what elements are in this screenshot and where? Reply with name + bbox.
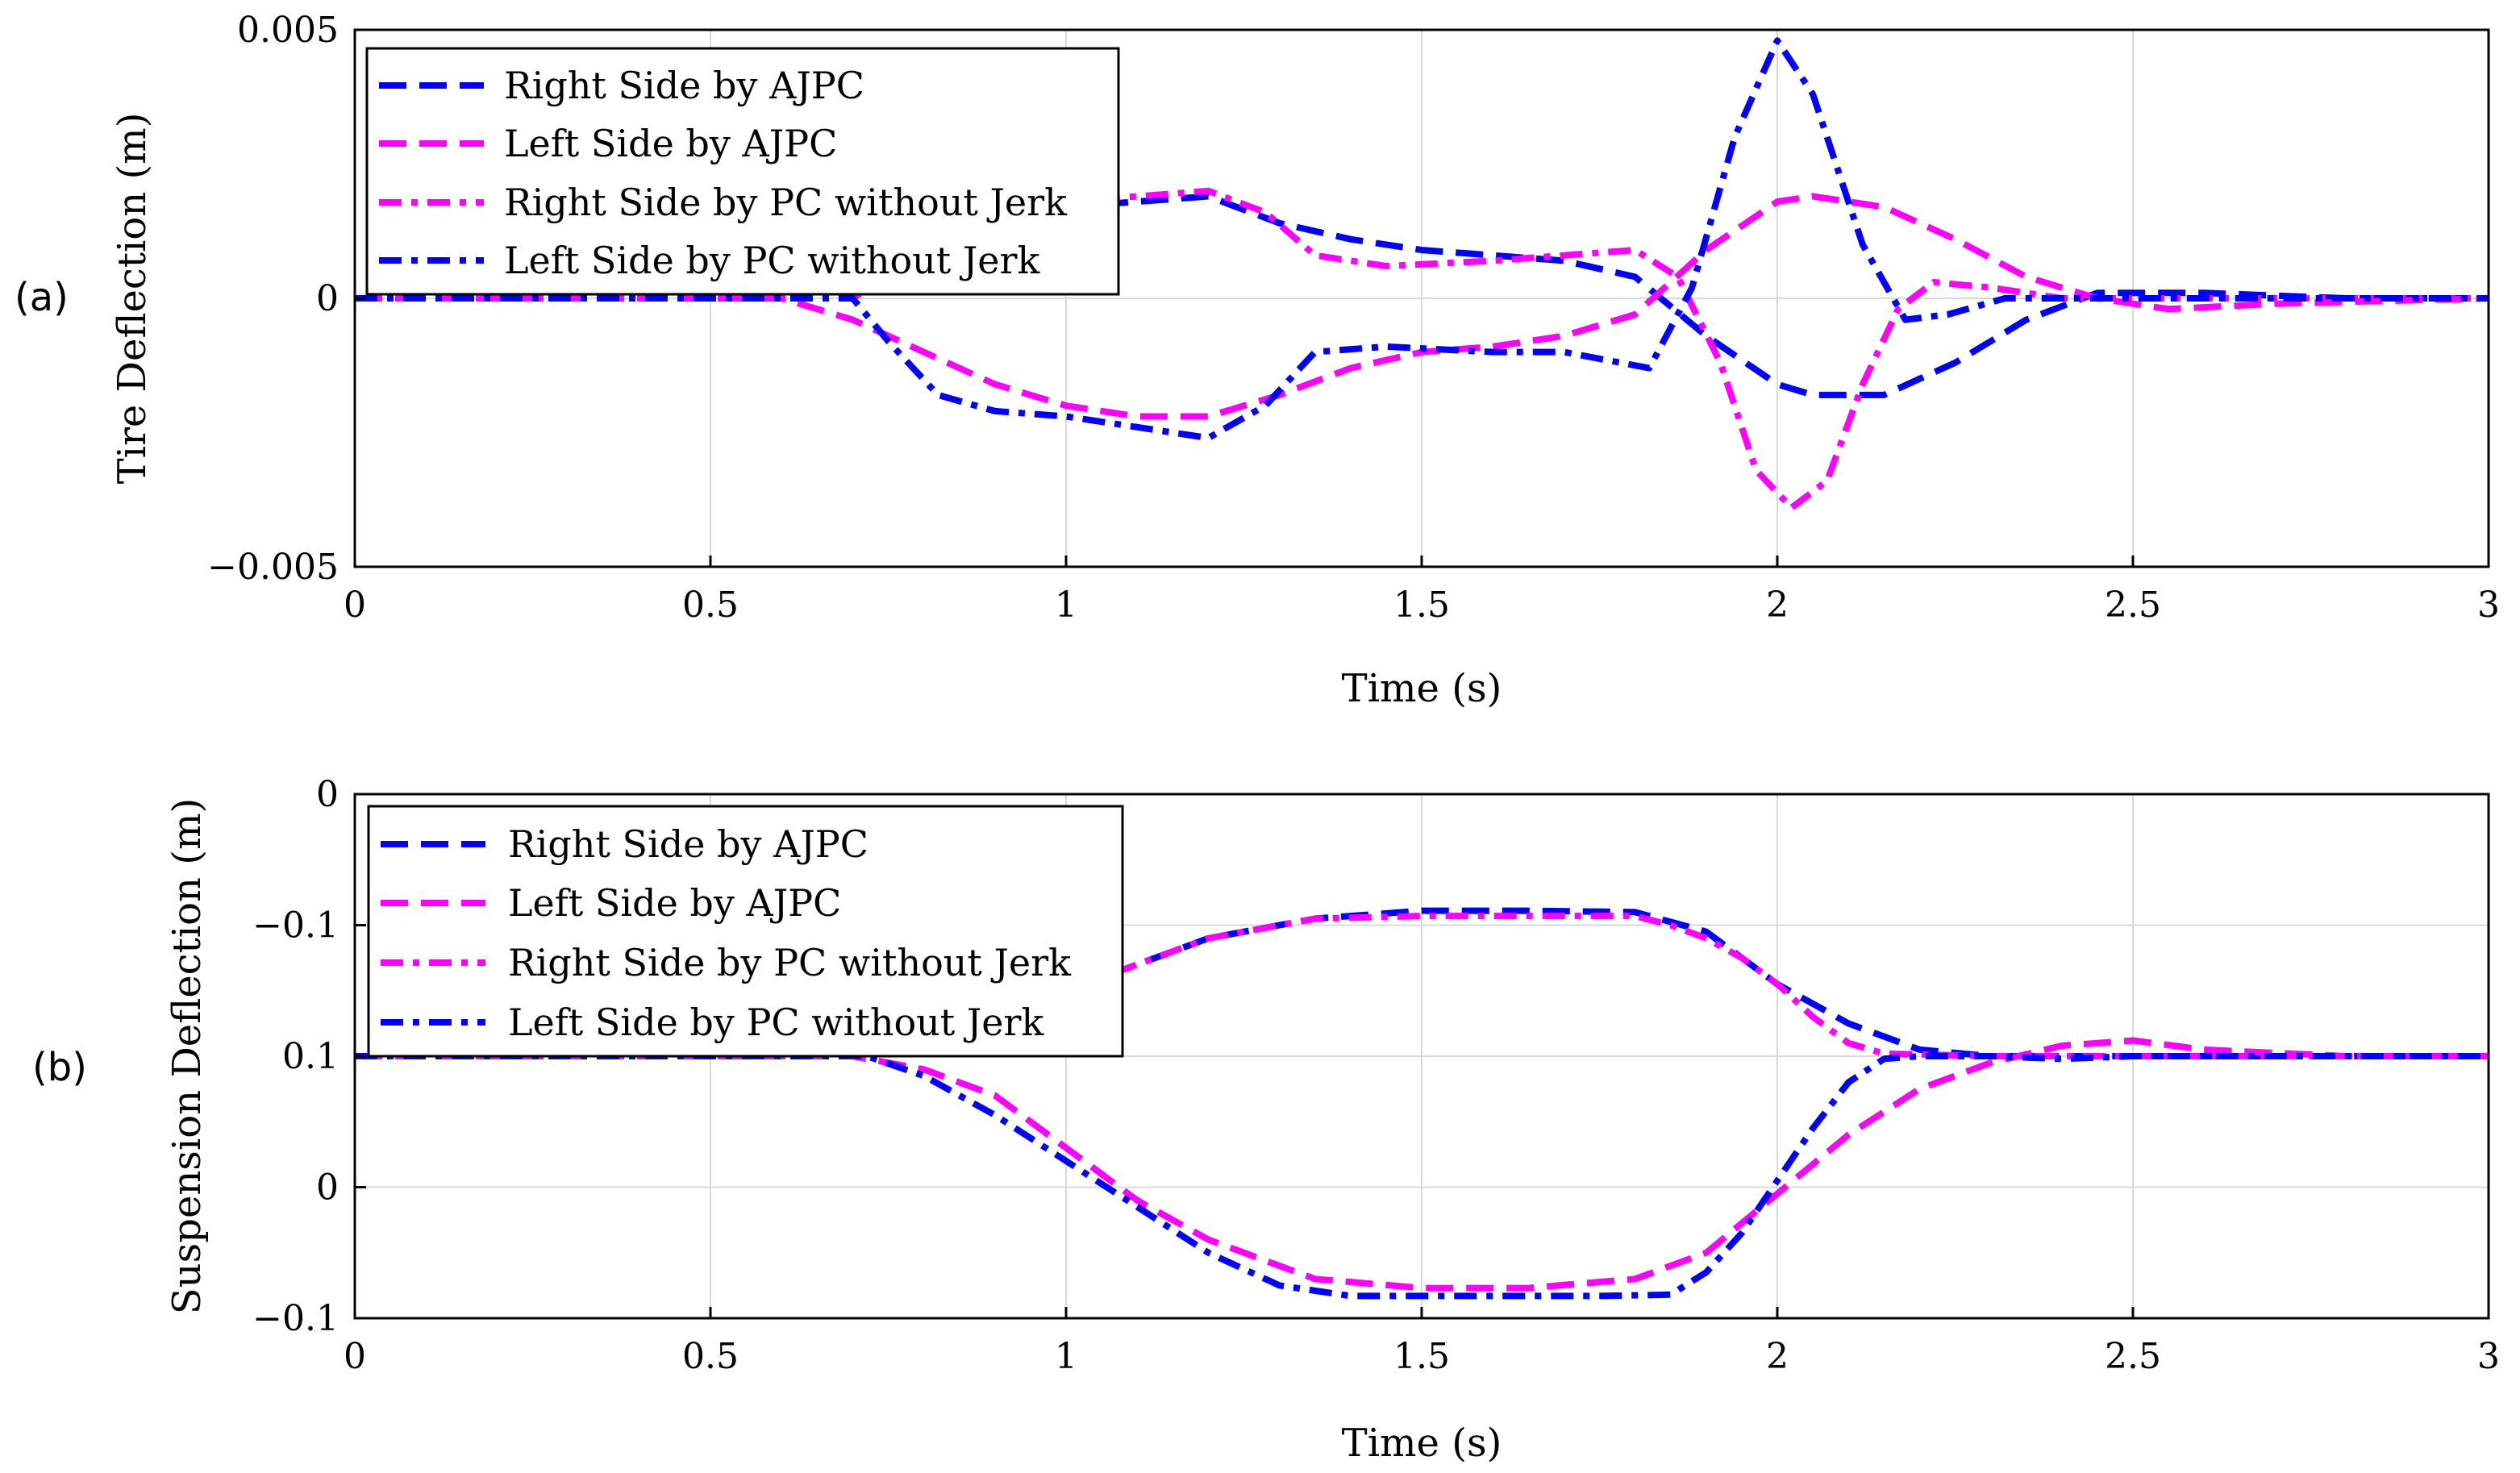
chart-b-y-tick-label: −0.1: [252, 905, 339, 947]
chart-b-x-tick-label: 1.5: [1393, 1336, 1450, 1377]
chart-a-y-tick-label: −0.005: [207, 547, 339, 588]
chart-a-y-axis-label: Tire Deflection (m): [110, 113, 155, 485]
chart-a-x-tick-label: 0.5: [682, 585, 739, 626]
chart-a-legend-label-3: Right Side by PC without Jerk: [504, 181, 1068, 224]
chart-b-legend-label-2: Left Side by AJPC: [508, 881, 841, 925]
chart-b-legend-label-1: Right Side by AJPC: [508, 822, 868, 866]
chart-b-y-ticks: −0.1 0 0.1 −0.1 0: [252, 774, 366, 1339]
chart-a-x-ticks: 0 0.5 1 1.5 2 2.5 3: [344, 555, 2500, 626]
chart-a-x-tick-label: 2.5: [2105, 585, 2161, 626]
chart-b: 0 0.5 1 1.5 2 2.5 3 −0.100.1−0.10 Time (s) Sus…: [32, 774, 2500, 1466]
chart-a-legend: Right Side by AJPC Left Side by AJPC Rig…: [365, 47, 1120, 296]
chart-a-legend-label-4: Left Side by PC without Jerk: [504, 239, 1041, 282]
chart-a-series-line-4: [355, 37, 2489, 442]
chart-b-x-tick-label: 2: [1766, 1336, 1789, 1377]
chart-b-y-tick-label: 0: [316, 774, 339, 815]
chart-b-legend-box: [367, 805, 1124, 1058]
chart-b-x-tick-label: 2.5: [2105, 1336, 2161, 1377]
chart-a-series-line-2: [355, 193, 2489, 420]
chart-b-panel-label: (b): [32, 1045, 87, 1090]
chart-b-series-line-2: [355, 1037, 2489, 1292]
chart-b-x-tick-label: 3: [2477, 1336, 2500, 1377]
chart-a-x-axis-label: Time (s): [1342, 666, 1502, 711]
chart-b-y-tick-label: 0: [316, 1167, 339, 1209]
chart-a-x-tick-label: 3: [2477, 585, 2500, 626]
chart-a-x-tick-label: 0: [344, 585, 366, 626]
chart-b-y-tick-label: 0.1: [282, 1036, 339, 1077]
chart-a-legend-label-1: Right Side by AJPC: [504, 64, 864, 107]
chart-b-y-tick-label: −0.1: [252, 1298, 339, 1339]
chart-b-legend-label-4: Left Side by PC without Jerk: [508, 1001, 1045, 1044]
chart-a-x-tick-label: 1: [1055, 585, 1077, 626]
chart-a-y-tick-label: 0.005: [237, 10, 339, 51]
chart-a-x-tick-label: 2: [1766, 585, 1789, 626]
chart-b-x-axis-label: Time (s): [1342, 1421, 1502, 1466]
chart-a-legend-box: [365, 47, 1120, 296]
chart-b-x-tick-label: 0: [344, 1336, 366, 1377]
chart-b-x-tick-label: 0.5: [682, 1336, 739, 1377]
chart-b-series-line-4: [355, 1053, 2489, 1300]
chart-b-y-axis-label: Suspension Deflection (m): [165, 798, 210, 1314]
chart-a-y-ticks: −0.005 0 0.005: [207, 10, 366, 588]
chart-a-x-tick-label: 1.5: [1393, 585, 1450, 626]
chart-b-x-ticks: 0 0.5 1 1.5 2 2.5 3: [344, 1307, 2500, 1377]
chart-a-legend-label-2: Left Side by AJPC: [504, 122, 837, 165]
chart-b-legend: Right Side by AJPC Left Side by AJPC Rig…: [367, 805, 1124, 1058]
chart-b-x-tick-label: 1: [1055, 1336, 1077, 1377]
chart-a-y-tick-label: 0: [316, 278, 339, 319]
chart-a-panel-label: (a): [15, 275, 69, 320]
chart-b-legend-label-3: Right Side by PC without Jerk: [508, 941, 1072, 984]
